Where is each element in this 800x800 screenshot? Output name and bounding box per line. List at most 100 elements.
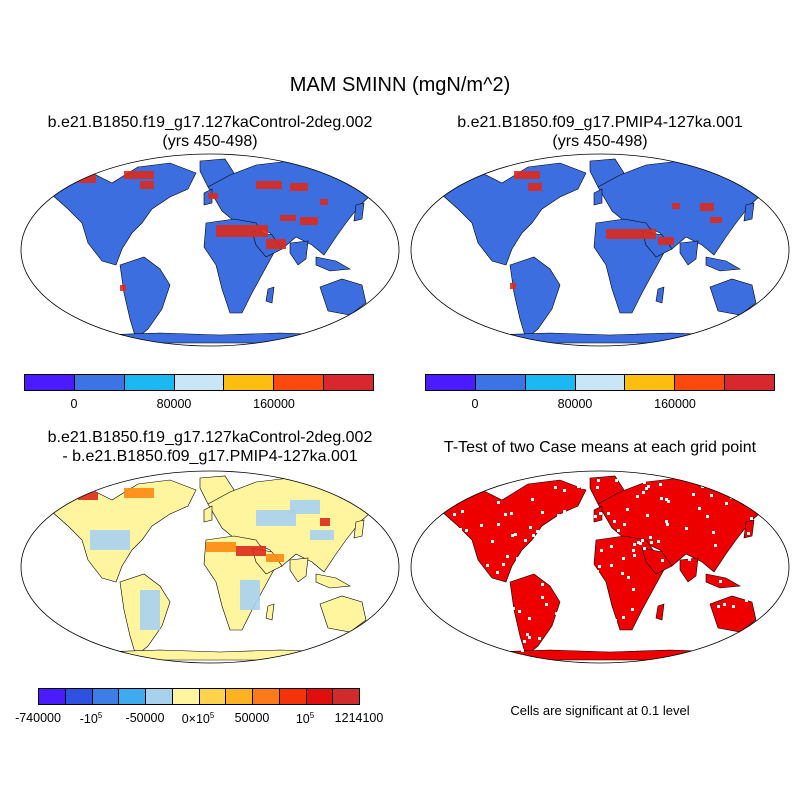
land-japan <box>353 519 365 539</box>
colorbar-c-swatch <box>279 689 307 704</box>
nonsignificant-cell <box>541 583 544 586</box>
panel-c-title: b.e21.B1850.f19_g17.127kaControl-2deg.00… <box>20 428 400 466</box>
colorbar-a-swatch <box>124 375 175 390</box>
anomaly-patch <box>606 229 656 239</box>
land-madagascar <box>265 286 275 304</box>
colorbar-c-label-5: 105 <box>295 711 315 727</box>
colorbar-c-swatch <box>146 689 173 704</box>
nonsignificant-cell <box>723 603 726 606</box>
anomaly-patch <box>120 285 126 291</box>
land-northAmerica <box>439 162 587 266</box>
colorbar-c-swatch <box>199 689 227 704</box>
anomaly-patch <box>124 488 154 498</box>
nonsignificant-cell <box>610 545 613 548</box>
colorbar-a-label-0: 0 <box>70 397 78 411</box>
land-india <box>289 557 309 583</box>
anomaly-patch <box>78 492 98 500</box>
nonsignificant-cell <box>504 513 507 516</box>
anomaly-patch <box>140 181 154 189</box>
nonsignificant-cell <box>750 517 753 520</box>
nonsignificant-cell <box>774 562 777 565</box>
nonsignificant-cell <box>526 633 529 636</box>
anomaly-patch <box>266 239 286 249</box>
nonsignificant-cell <box>617 648 620 651</box>
anomaly-patch <box>528 183 542 191</box>
map-panel-b <box>410 153 790 347</box>
nonsignificant-cell <box>528 636 531 639</box>
nonsignificant-cell <box>775 627 778 630</box>
anomaly-patch <box>236 546 266 556</box>
nonsignificant-cell <box>456 528 459 531</box>
nonsignificant-cell <box>523 640 526 643</box>
nonsignificant-cell <box>669 597 672 600</box>
anomaly-patch <box>320 199 328 205</box>
nonsignificant-cell <box>569 510 572 513</box>
nonsignificant-cell <box>610 639 613 642</box>
nonsignificant-cell <box>581 486 584 489</box>
nonsignificant-cell <box>584 644 587 647</box>
nonsignificant-cell <box>554 486 557 489</box>
nonsignificant-cell <box>521 649 524 652</box>
colorbar-c-swatch <box>119 689 146 704</box>
anomaly-patch <box>320 518 330 526</box>
nonsignificant-cell <box>754 592 757 595</box>
land-india <box>679 240 699 266</box>
nonsignificant-cell <box>631 608 634 611</box>
nonsignificant-cell <box>443 533 446 536</box>
colorbar-c-label-3: 0×105 <box>181 711 215 727</box>
colorbar-b-swatch <box>625 375 676 390</box>
nonsignificant-cell <box>536 530 539 533</box>
nonsignificant-cell <box>502 563 505 566</box>
land-newZealand <box>763 312 773 326</box>
colorbar-c-swatch <box>92 689 120 704</box>
anomaly-patch <box>78 175 96 183</box>
anomaly-patch <box>514 171 540 179</box>
nonsignificant-cell <box>450 559 453 562</box>
nonsignificant-cell <box>591 544 594 547</box>
colorbar-c-swatch <box>65 689 93 704</box>
nonsignificant-cell <box>461 510 464 513</box>
land-southAmerica <box>119 256 171 340</box>
land-australia <box>709 278 757 316</box>
land-newZealand <box>763 629 773 643</box>
nonsignificant-cell <box>514 533 517 536</box>
colorbar-c-label-6: 1214100 <box>334 711 384 725</box>
nonsignificant-cell <box>452 529 455 532</box>
land-antarctica <box>449 649 761 661</box>
nonsignificant-cell <box>531 498 534 501</box>
nonsignificant-cell <box>747 532 750 535</box>
anomaly-patch <box>216 225 268 237</box>
panel-c-title-line2: - b.e21.B1850.f09_g17.PMIP4-127ka.001 <box>62 448 358 465</box>
nonsignificant-cell <box>698 507 701 510</box>
nonsignificant-cell <box>706 594 709 597</box>
nonsignificant-cell <box>660 626 663 629</box>
nonsignificant-cell <box>443 648 446 651</box>
nonsignificant-cell <box>577 485 580 488</box>
nonsignificant-cell <box>439 628 442 631</box>
nonsignificant-cell <box>588 512 591 515</box>
colorbar-b-label-1: 80000 <box>557 397 593 411</box>
nonsignificant-cell <box>421 559 424 562</box>
nonsignificant-cell <box>583 569 586 572</box>
colorbar-c-swatch <box>172 689 200 704</box>
nonsignificant-cell <box>433 603 436 606</box>
nonsignificant-cell <box>598 565 601 568</box>
nonsignificant-cell <box>528 617 531 620</box>
nonsignificant-cell <box>541 511 544 514</box>
nonsignificant-cell <box>584 471 587 473</box>
nonsignificant-cell <box>599 596 602 599</box>
nonsignificant-cell <box>460 597 463 600</box>
nonsignificant-cell <box>668 586 671 589</box>
nonsignificant-cell <box>682 585 685 588</box>
nonsignificant-cell <box>529 526 532 529</box>
nonsignificant-cell <box>752 488 755 491</box>
nonsignificant-cell <box>641 539 644 542</box>
colorbar-c-label-4: 50000 <box>234 711 270 725</box>
nonsignificant-cell <box>578 568 581 571</box>
nonsignificant-cell <box>746 544 749 547</box>
nonsignificant-cell <box>431 516 434 519</box>
nonsignificant-cell <box>696 636 699 639</box>
colorbar-c-swatch <box>306 689 334 704</box>
panel-b-title: b.e21.B1850.f09_g17.PMIP4-127ka.001 (yrs… <box>410 113 790 151</box>
land-indonesia <box>705 256 741 272</box>
